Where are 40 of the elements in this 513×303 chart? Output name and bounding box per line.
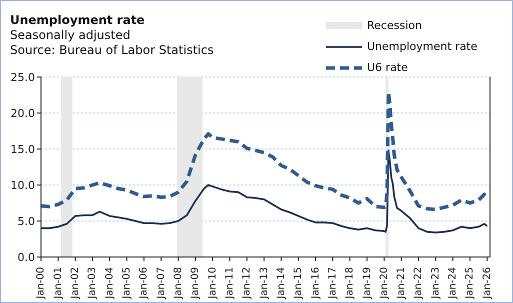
x-tick-label: Jan-09 bbox=[190, 267, 202, 300]
x-tick-label: Jan-13 bbox=[258, 267, 270, 300]
y-tick-label: 10.0 bbox=[10, 178, 35, 192]
x-tick-label: Jan-00 bbox=[36, 267, 47, 300]
x-tick-label: Jan-03 bbox=[87, 267, 98, 300]
y-tick-label: 15.0 bbox=[10, 142, 35, 156]
y-tick-label: 25.0 bbox=[10, 70, 35, 84]
x-tick-label: Jan-19 bbox=[362, 267, 373, 300]
x-tick-label: Jan-21 bbox=[396, 267, 408, 300]
x-tick-label: Jan-14 bbox=[276, 267, 287, 300]
x-tick-label: Jan-05 bbox=[122, 267, 133, 300]
x-tick-label: Jan-12 bbox=[242, 267, 253, 300]
y-tick-label: 5.0 bbox=[18, 214, 35, 228]
x-tick-label: Jan-15 bbox=[293, 267, 304, 300]
x-tick-label: Jan-18 bbox=[344, 267, 356, 300]
x-tick-label: Jan-16 bbox=[310, 267, 322, 300]
x-tick-label: Jan-02 bbox=[70, 267, 82, 300]
x-tick-label: Jan-20 bbox=[378, 267, 390, 300]
source-note: Source: Bureau of Labor Statistics bbox=[10, 43, 214, 58]
x-tick-label: Jan-06 bbox=[138, 267, 150, 300]
x-tick-label: Jan-10 bbox=[207, 267, 218, 300]
x-tick-label: Jan-24 bbox=[448, 267, 459, 300]
chart-subtitle: Seasonally adjusted bbox=[10, 28, 132, 43]
x-tick-label: Jan-11 bbox=[224, 267, 236, 300]
chart-title: Unemployment rate bbox=[10, 13, 146, 28]
y-tick-label: 20.0 bbox=[10, 106, 35, 120]
x-tick-label: Jan-17 bbox=[327, 267, 338, 300]
legend-label: Unemployment rate bbox=[367, 40, 478, 53]
line-series bbox=[41, 150, 488, 234]
x-tick-label: Jan-22 bbox=[413, 267, 424, 300]
y-tick-label: 0.0 bbox=[18, 250, 35, 264]
x-tick-label: Jan-01 bbox=[52, 267, 64, 300]
legend-label: Recession bbox=[367, 19, 422, 32]
legend-label: U6 rate bbox=[367, 61, 408, 74]
x-tick-label: Jan-23 bbox=[430, 267, 442, 300]
x-tick-label: Jan-08 bbox=[173, 267, 184, 300]
x-tick-label: Jan-26 bbox=[482, 267, 493, 300]
x-tick-label: Jan-07 bbox=[156, 267, 167, 300]
x-tick-label: Jan-04 bbox=[104, 267, 116, 300]
x-tick-label: Jan-25 bbox=[464, 267, 476, 300]
